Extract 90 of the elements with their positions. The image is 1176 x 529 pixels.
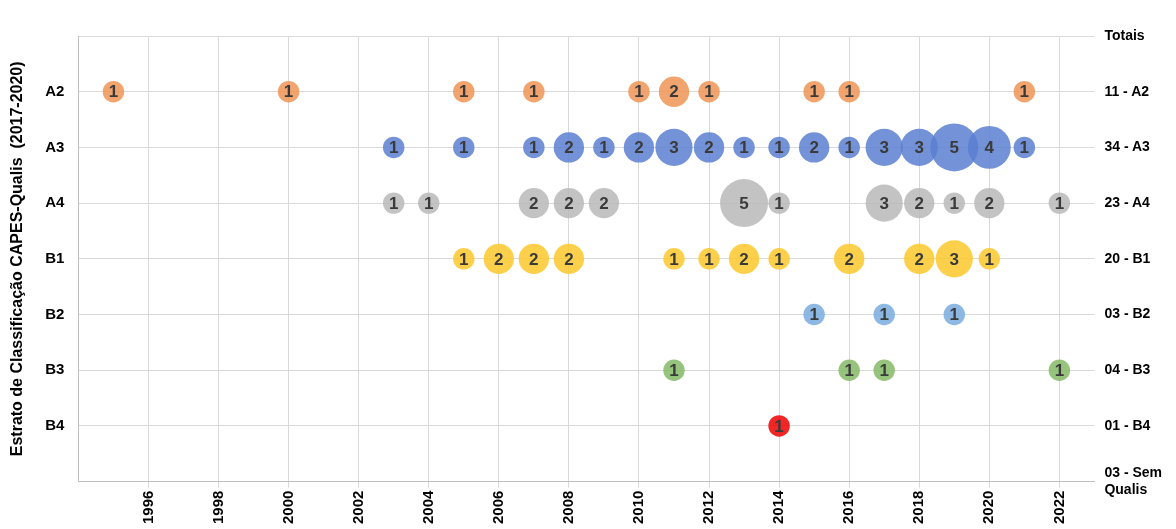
annotation: 1 xyxy=(459,249,469,269)
annotation: 2 xyxy=(529,193,539,213)
annotation: 1 xyxy=(1019,138,1030,158)
annotation: 1 xyxy=(424,193,434,213)
y2-tick-label: 04 - B3 xyxy=(1104,361,1151,378)
annotation: 2 xyxy=(739,249,749,269)
annotation: 2 xyxy=(494,249,504,269)
annotation: 2 xyxy=(599,193,609,213)
annotation: 1 xyxy=(844,82,854,102)
annotation: 1 xyxy=(844,360,854,380)
annotation: 3 xyxy=(879,193,889,213)
annotation: 1 xyxy=(984,249,995,269)
annotation: 1 xyxy=(634,82,644,102)
annotation: 1 xyxy=(1019,82,1030,102)
x-tick-label: 2018 xyxy=(909,490,927,525)
annotation: 1 xyxy=(1054,193,1065,213)
y-tick-label: A4 xyxy=(45,193,66,211)
annotation: 1 xyxy=(669,360,679,380)
x-tick-label: 1998 xyxy=(208,490,226,525)
x-tick-label: 2010 xyxy=(629,490,647,525)
annotation: 1 xyxy=(459,82,469,102)
annotation: 2 xyxy=(634,138,644,158)
annotation: 1 xyxy=(704,249,714,269)
annotation: 2 xyxy=(564,249,574,269)
annotation: 1 xyxy=(529,138,539,158)
x-tick-label: 2004 xyxy=(418,489,436,525)
annotation: 2 xyxy=(914,193,924,213)
y2-tick-label: 23 - A4 xyxy=(1104,193,1151,210)
x-tick-label: 2022 xyxy=(1049,490,1067,525)
x-tick-label: 2014 xyxy=(769,489,787,525)
annotation: 1 xyxy=(388,193,399,213)
annotation: 4 xyxy=(984,138,995,158)
annotation: 2 xyxy=(564,138,574,158)
annotation: 3 xyxy=(949,249,960,269)
annotation: 1 xyxy=(774,416,784,436)
annotation: 1 xyxy=(739,138,749,158)
annotation: 1 xyxy=(809,305,819,325)
annotation: 1 xyxy=(599,138,609,158)
y2-tick-label: 11 - A2 xyxy=(1104,82,1150,99)
x-tick-label: 2016 xyxy=(839,490,857,525)
annotation: 2 xyxy=(809,138,819,158)
annotation: 5 xyxy=(949,138,960,158)
x-tick-label: 2002 xyxy=(348,490,366,525)
annotation: 1 xyxy=(774,193,784,213)
x-tick-label: 2008 xyxy=(559,490,577,525)
annotation: 5 xyxy=(739,193,749,213)
y-tick-label: A3 xyxy=(45,137,65,155)
annotation: 2 xyxy=(564,193,574,213)
y-tick-label: B1 xyxy=(45,248,65,266)
annotation: 1 xyxy=(809,82,819,102)
annotation: 1 xyxy=(108,82,119,102)
y2-tick-label: Totais xyxy=(1104,26,1145,43)
annotation: 1 xyxy=(388,138,399,158)
annotation: 1 xyxy=(949,193,960,213)
annotation: 1 xyxy=(844,138,854,158)
x-tick-label: 2006 xyxy=(488,490,506,525)
annotation: 1 xyxy=(774,249,784,269)
x-tick-label: 2012 xyxy=(699,490,717,525)
annotation: 2 xyxy=(669,82,679,102)
annotation: 1 xyxy=(1054,360,1065,380)
annotation: 2 xyxy=(984,193,995,213)
annotation: 1 xyxy=(704,82,714,102)
annotation: 3 xyxy=(914,138,924,158)
annotation: 1 xyxy=(949,305,960,325)
y-tick-label: B2 xyxy=(45,304,65,322)
x-tick-label: 2000 xyxy=(278,490,296,525)
annotation: 1 xyxy=(879,305,889,325)
annotation: 3 xyxy=(669,138,679,158)
y2-tick-label: 20 - B1 xyxy=(1104,249,1151,266)
annotation: 2 xyxy=(914,249,924,269)
y-axis-title: Estrato de Classificação CAPES-Qualis (2017-2020) xyxy=(8,61,26,457)
annotation: 1 xyxy=(669,249,679,269)
y2-tick-label: 03 - B2 xyxy=(1104,305,1151,322)
x-tick-label: 1996 xyxy=(138,490,156,525)
annotation: 2 xyxy=(844,249,854,269)
annotation: 1 xyxy=(879,360,889,380)
x-tick-label: 2020 xyxy=(979,490,997,525)
y-tick-label: A2 xyxy=(45,81,65,99)
y-tick-label: B4 xyxy=(45,416,66,434)
y2-tick-label: 01 - B4 xyxy=(1104,416,1151,433)
annotation: 1 xyxy=(529,82,539,102)
y2-tick-label: 03 - Sem Qualis xyxy=(1104,464,1163,497)
annotation: 2 xyxy=(704,138,714,158)
y2-tick-label: 34 - A3 xyxy=(1104,138,1151,155)
y-tick-label: B3 xyxy=(45,360,65,378)
annotation: 1 xyxy=(283,82,294,102)
annotation: 3 xyxy=(879,138,889,158)
annotation: 1 xyxy=(459,138,469,158)
annotation: 2 xyxy=(529,249,539,269)
annotation: 1 xyxy=(774,138,784,158)
